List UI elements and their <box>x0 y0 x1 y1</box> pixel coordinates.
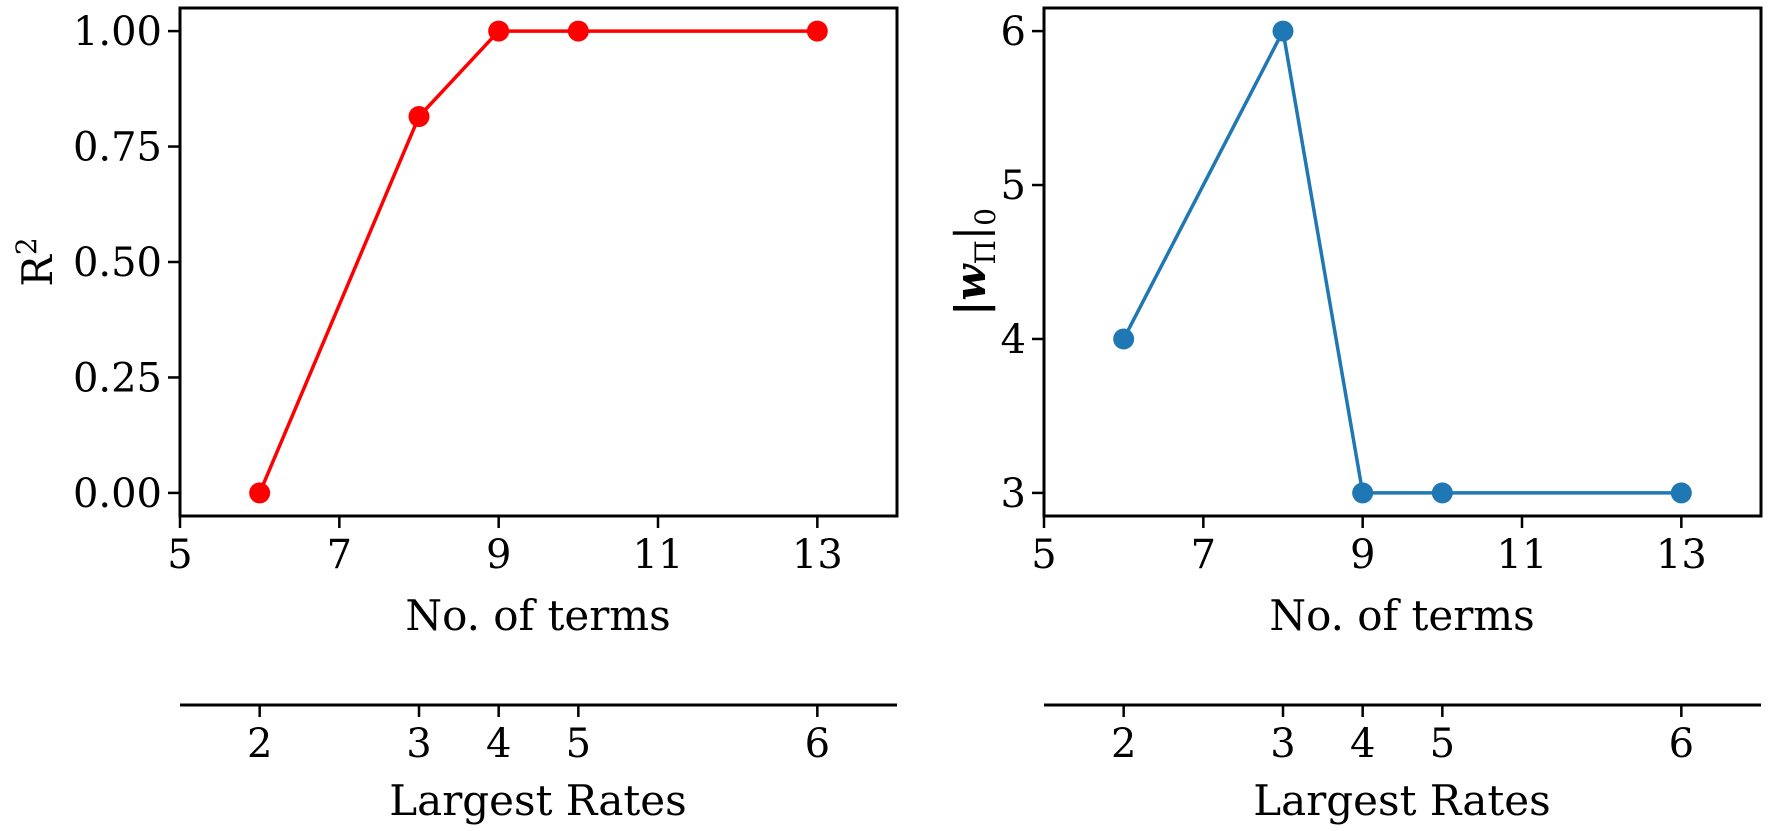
left-y-axis-label: R2 <box>10 237 62 286</box>
secondary-x-tick-label: 2 <box>247 721 272 767</box>
right-x-axis-label: No. of terms <box>1269 591 1534 640</box>
y-tick-label: 1.00 <box>73 9 162 55</box>
right-panel: 3 4 5 6 5 7 9 11 13 No. of terms |wΠ|0 2 3 4 5 6 La… <box>946 6 1763 825</box>
secondary-x-tick-label: 3 <box>1270 721 1295 767</box>
left-secondary-x-ticks: 2 3 4 5 6 <box>247 705 830 767</box>
x-tick-label: 9 <box>486 532 511 578</box>
x-tick-label: 11 <box>1497 532 1548 578</box>
x-tick-label: 13 <box>792 532 843 578</box>
left-data-points <box>249 20 828 504</box>
data-point <box>1352 482 1374 504</box>
data-point <box>488 20 510 42</box>
data-point <box>1272 20 1294 42</box>
secondary-x-tick-label: 2 <box>1111 721 1136 767</box>
x-tick-label: 11 <box>633 532 684 578</box>
right-series-line <box>1122 25 1682 495</box>
data-point <box>1670 482 1692 504</box>
y-tick-label: 0.00 <box>73 471 162 517</box>
data-point <box>249 482 271 504</box>
secondary-x-tick-label: 4 <box>486 721 511 767</box>
data-point <box>1113 328 1135 350</box>
x-tick-label: 13 <box>1656 532 1707 578</box>
secondary-x-tick-label: 6 <box>805 721 830 767</box>
right-data-points <box>1113 20 1692 504</box>
right-secondary-x-axis-label: Largest Rates <box>1253 776 1550 825</box>
y-tick-label: 6 <box>1001 9 1026 55</box>
y-tick-label: 0.50 <box>73 240 162 286</box>
secondary-x-tick-label: 5 <box>1430 721 1455 767</box>
left-y-ticks: 0.00 0.25 0.50 0.75 1.00 <box>73 9 180 517</box>
left-plot-frame <box>178 6 899 518</box>
x-tick-label: 9 <box>1350 532 1375 578</box>
x-tick-label: 7 <box>327 532 352 578</box>
secondary-x-tick-label: 5 <box>566 721 591 767</box>
left-secondary-x-axis-label: Largest Rates <box>389 776 686 825</box>
left-series-line <box>258 29 818 494</box>
left-x-axis-label: No. of terms <box>405 591 670 640</box>
right-x-ticks: 5 7 9 11 13 <box>1031 516 1707 578</box>
secondary-x-tick-label: 4 <box>1350 721 1375 767</box>
secondary-x-tick-label: 6 <box>1669 721 1694 767</box>
right-secondary-x-ticks: 2 3 4 5 6 <box>1111 705 1694 767</box>
left-panel: 0.00 0.25 0.50 0.75 1.00 5 7 9 11 13 No. of term… <box>10 6 899 825</box>
left-x-ticks: 5 7 9 11 13 <box>167 516 843 578</box>
data-point <box>1431 482 1453 504</box>
x-tick-label: 5 <box>1031 532 1056 578</box>
data-point <box>806 20 828 42</box>
y-tick-label: 0.25 <box>73 355 162 401</box>
data-point <box>408 106 430 128</box>
right-plot-frame <box>1042 6 1763 518</box>
y-tick-label: 4 <box>1001 317 1026 363</box>
y-tick-label: 3 <box>1001 471 1026 517</box>
x-tick-label: 7 <box>1191 532 1216 578</box>
y-tick-label: 5 <box>1001 163 1026 209</box>
right-y-ticks: 3 4 5 6 <box>1001 9 1044 517</box>
right-y-axis-label: |wΠ|0 <box>946 208 1002 316</box>
data-point <box>567 20 589 42</box>
x-tick-label: 5 <box>167 532 192 578</box>
secondary-x-tick-label: 3 <box>406 721 431 767</box>
y-tick-label: 0.75 <box>73 125 162 171</box>
